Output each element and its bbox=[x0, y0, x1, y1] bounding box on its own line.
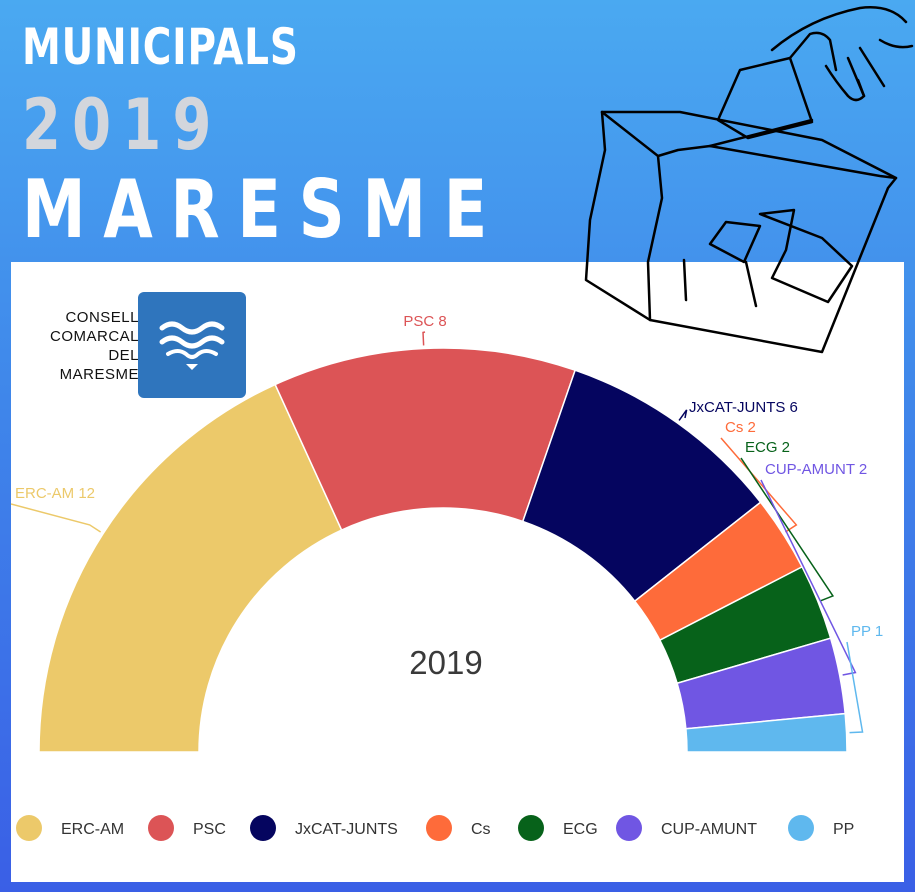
title-region: MARESME bbox=[22, 163, 505, 256]
slice-erc-am bbox=[38, 383, 343, 753]
legend-swatch bbox=[250, 815, 276, 841]
ballot-box-hand-icon bbox=[584, 6, 914, 354]
data-label: PP 1 bbox=[851, 623, 883, 640]
legend-label: CUP-AMUNT bbox=[661, 821, 757, 838]
legend-swatch bbox=[788, 815, 814, 841]
leader-line bbox=[740, 457, 835, 602]
org-name-line: DEL bbox=[108, 347, 139, 364]
leader-line bbox=[846, 641, 864, 734]
data-label: ECG 2 bbox=[745, 439, 790, 456]
leader-line bbox=[422, 331, 426, 346]
chart-panel: ERC-AM 12 PSC 8 JxCAT-JUNTS 6 Cs 2 ECG 2 CUP-… bbox=[11, 262, 904, 882]
data-label: CUP-AMUNT 2 bbox=[765, 461, 867, 478]
legend-label: PSC bbox=[193, 821, 226, 838]
legend-label: ERC-AM bbox=[61, 821, 124, 838]
leader-line bbox=[678, 409, 688, 421]
org-name: CONSELL COMARCAL DEL MARESME bbox=[37, 308, 139, 384]
org-name-line: MARESME bbox=[59, 366, 139, 383]
legend-swatch bbox=[616, 815, 642, 841]
data-label: PSC 8 bbox=[403, 313, 446, 330]
title-year: 2019 bbox=[22, 84, 223, 166]
legend-label: ECG bbox=[563, 821, 598, 838]
legend-swatch bbox=[518, 815, 544, 841]
waves-logo-icon bbox=[138, 292, 246, 398]
leader-line bbox=[11, 503, 102, 533]
org-name-line: COMARCAL bbox=[49, 328, 139, 345]
legend-swatch bbox=[426, 815, 452, 841]
slice-pp bbox=[685, 712, 848, 753]
legend-label: Cs bbox=[471, 821, 491, 838]
data-label: JxCAT-JUNTS 6 bbox=[689, 399, 798, 416]
legend-label: JxCAT-JUNTS bbox=[295, 821, 398, 838]
org-name-line: CONSELL bbox=[65, 309, 139, 326]
legend-swatch bbox=[148, 815, 174, 841]
title-municipals: MUNICIPALS bbox=[22, 18, 299, 76]
data-label: Cs 2 bbox=[725, 419, 756, 436]
legend-swatch bbox=[16, 815, 42, 841]
leader-line bbox=[760, 479, 857, 676]
data-label: ERC-AM 12 bbox=[15, 485, 95, 502]
parliament-chart: ERC-AM 12 PSC 8 JxCAT-JUNTS 6 Cs 2 ECG 2 CUP-… bbox=[11, 313, 883, 841]
chart-center-label: 2019 bbox=[409, 644, 483, 681]
legend-label: PP bbox=[833, 821, 854, 838]
